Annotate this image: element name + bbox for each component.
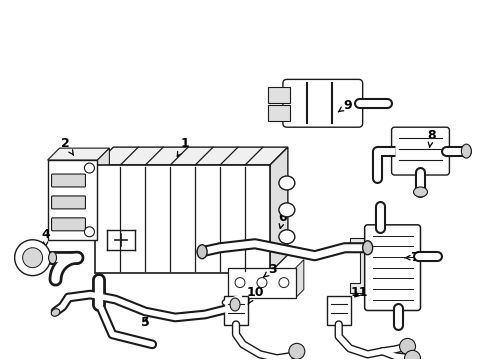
Polygon shape (47, 148, 109, 160)
Text: 2: 2 (61, 137, 73, 155)
Ellipse shape (461, 144, 470, 158)
Text: 8: 8 (427, 129, 435, 147)
Polygon shape (349, 238, 367, 293)
FancyBboxPatch shape (224, 296, 247, 325)
Circle shape (235, 278, 244, 288)
Text: 9: 9 (338, 99, 351, 112)
Circle shape (84, 227, 94, 237)
Text: 10: 10 (246, 286, 263, 304)
Ellipse shape (278, 176, 294, 190)
Circle shape (399, 338, 415, 354)
Text: 5: 5 (141, 316, 149, 329)
Polygon shape (97, 148, 109, 240)
Text: 3: 3 (263, 263, 277, 277)
FancyBboxPatch shape (391, 127, 448, 175)
Ellipse shape (413, 187, 427, 197)
FancyBboxPatch shape (267, 105, 289, 121)
Bar (227, 268, 295, 298)
Circle shape (15, 240, 50, 276)
Ellipse shape (229, 298, 240, 311)
Bar (95, 165, 269, 273)
Text: 6: 6 (278, 211, 286, 229)
Circle shape (404, 350, 420, 360)
Text: 1: 1 (177, 137, 189, 157)
FancyBboxPatch shape (51, 196, 85, 209)
Ellipse shape (48, 252, 57, 264)
Circle shape (22, 248, 42, 268)
Ellipse shape (362, 241, 372, 255)
FancyBboxPatch shape (51, 174, 85, 187)
FancyBboxPatch shape (326, 296, 350, 325)
Ellipse shape (51, 309, 60, 316)
Text: 4: 4 (41, 228, 50, 247)
Circle shape (278, 278, 288, 288)
FancyBboxPatch shape (51, 218, 85, 231)
Polygon shape (95, 147, 287, 165)
Text: 11: 11 (350, 286, 367, 299)
Ellipse shape (278, 230, 294, 244)
Polygon shape (295, 260, 303, 298)
Polygon shape (269, 147, 287, 273)
Circle shape (288, 343, 304, 359)
FancyBboxPatch shape (283, 80, 362, 127)
Circle shape (256, 278, 266, 288)
Bar (47, 160, 97, 240)
Ellipse shape (197, 245, 207, 259)
FancyBboxPatch shape (267, 87, 289, 103)
Circle shape (84, 163, 94, 173)
Ellipse shape (278, 203, 294, 217)
Text: 7: 7 (404, 251, 418, 264)
FancyBboxPatch shape (364, 225, 420, 310)
